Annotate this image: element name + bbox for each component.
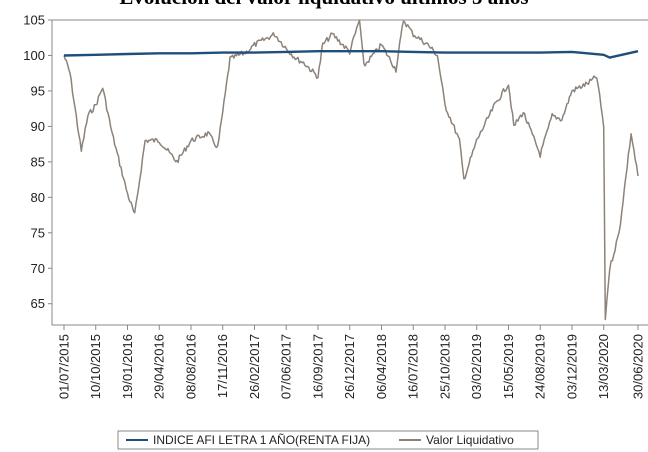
x-tick-label: 19/01/2016: [120, 334, 135, 399]
x-tick-label: 17/11/2016: [215, 334, 230, 398]
x-tick-label: 08/08/2016: [183, 334, 198, 399]
x-tick-label: 10/10/2015: [88, 334, 103, 399]
x-axis: 01/07/2015 10/10/2015 19/01/2016 29/04/2016…: [57, 325, 646, 399]
y-tick-label: 105: [23, 13, 45, 28]
x-tick-label: 16/07/2018: [406, 334, 421, 399]
x-tick-label: 26/12/2017: [342, 334, 357, 399]
x-tick-label: 24/08/2019: [533, 334, 548, 399]
x-tick-label: 15/05/2019: [501, 334, 516, 399]
y-tick-label: 80: [31, 190, 45, 205]
x-tick-label: 13/03/2020: [596, 334, 611, 399]
x-tick-label: 29/04/2016: [152, 334, 167, 399]
plot-area: [51, 19, 648, 326]
x-tick-label: 03/02/2019: [469, 334, 484, 399]
chart-title: Evolución del valor liquidativo últimos …: [119, 0, 528, 9]
x-tick-label: 03/12/2019: [564, 334, 579, 399]
x-tick-label: 30/06/2020: [631, 334, 646, 399]
y-tick-label: 65: [31, 296, 45, 311]
y-axis: 65 70 75 80 85 90 95 100 105: [23, 13, 52, 311]
legend-label-index: INDICE AFI LETRA 1 AÑO(RENTA FIJA): [153, 433, 370, 447]
y-tick-label: 90: [31, 119, 45, 134]
y-tick-label: 70: [31, 261, 45, 276]
legend-label-nav: Valor Liquidativo: [426, 433, 514, 447]
x-tick-label: 07/06/2017: [279, 334, 294, 399]
x-tick-label: 16/09/2017: [310, 334, 325, 399]
x-tick-label: 06/04/2018: [374, 334, 389, 399]
y-tick-label: 75: [31, 225, 45, 240]
x-tick-label: 26/02/2017: [247, 334, 262, 399]
series-layer: [63, 19, 639, 321]
x-tick-label: 25/10/2018: [437, 334, 452, 399]
y-tick-label: 85: [31, 154, 45, 169]
series-line-index: [63, 50, 639, 59]
x-tick-label: 01/07/2015: [57, 334, 72, 399]
legend-box: [117, 430, 539, 450]
legend: INDICE AFI LETRA 1 AÑO(RENTA FIJA) Valor…: [117, 430, 539, 450]
y-tick-label: 95: [31, 83, 45, 98]
y-tick-label: 100: [23, 48, 45, 63]
